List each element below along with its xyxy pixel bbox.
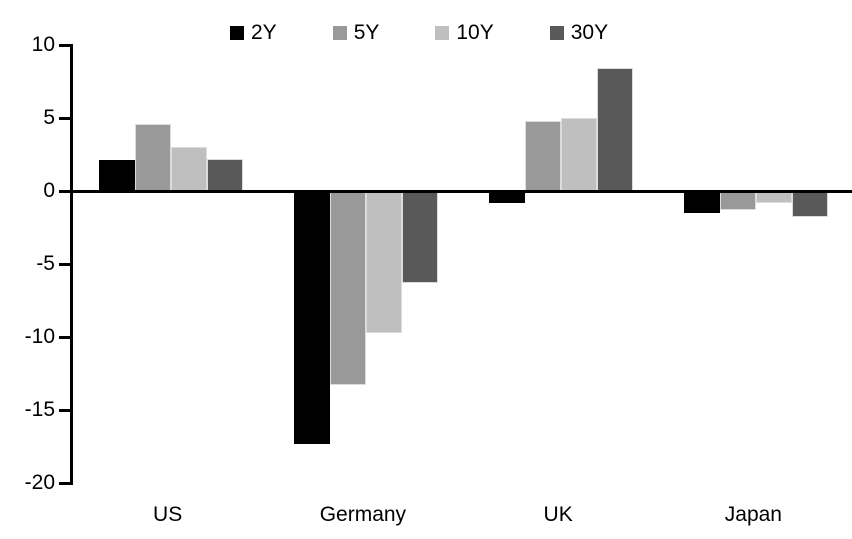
y-tick-label--20: -20 <box>24 471 55 494</box>
legend-label-10y: 10Y <box>456 21 494 44</box>
legend-swatch-30y <box>549 26 564 40</box>
y-tick-label--10: -10 <box>24 325 55 348</box>
bar-germany-5y <box>329 191 366 386</box>
bar-us-5y <box>134 123 171 191</box>
legend-swatch-5y <box>332 26 347 40</box>
bar-germany-2y <box>293 191 330 444</box>
y-tick-mark-5 <box>59 116 73 120</box>
bar-uk-30y <box>597 68 634 191</box>
bar-germany-10y <box>365 191 402 333</box>
x-category-label-japan: Japan <box>724 503 782 526</box>
legend-label-5y: 5Y <box>353 21 380 44</box>
plot-area: 10 5 0 -5 -10 -15 -20 <box>25 33 852 494</box>
x-category-label-germany: Germany <box>319 503 407 526</box>
x-category-label-uk: UK <box>543 503 573 526</box>
x-axis-category-labels: US Germany UK Japan <box>70 501 851 529</box>
legend-label-2y: 2Y <box>251 21 277 44</box>
y-tick-label-5: 5 <box>43 106 55 129</box>
y-tick-mark--20 <box>59 481 73 485</box>
y-tick-label--5: -5 <box>36 252 55 275</box>
chart-legend: 2Y 5Y 10Y 30Y <box>230 19 608 47</box>
y-tick-mark-0 <box>59 189 73 193</box>
bar-us-30y <box>206 158 243 191</box>
bar-us-2y <box>98 160 135 191</box>
bar-uk-2y <box>489 191 526 203</box>
legend-label-30y: 30Y <box>570 21 609 44</box>
bar-germany-30y <box>401 191 438 283</box>
bar-japan-10y <box>756 191 793 203</box>
bar-uk-10y <box>561 118 598 191</box>
legend-item-10y: 10Y <box>435 19 494 47</box>
legend-item-2y: 2Y <box>230 19 277 47</box>
y-tick-label-10: 10 <box>31 33 55 56</box>
zero-axis-line <box>73 189 852 193</box>
y-tick-mark--10 <box>59 335 73 339</box>
y-tick-mark--15 <box>59 408 73 412</box>
legend-swatch-10y <box>435 26 450 40</box>
bar-japan-2y <box>684 191 721 213</box>
legend-item-5y: 5Y <box>332 19 380 47</box>
x-category-label-us: US <box>153 503 183 526</box>
bar-uk-5y <box>525 120 562 191</box>
y-tick-label-0: 0 <box>43 179 55 202</box>
legend-item-30y: 30Y <box>549 19 609 47</box>
y-tick-mark--5 <box>59 262 73 266</box>
bar-japan-5y <box>720 191 757 210</box>
legend-swatch-2y <box>230 26 244 40</box>
y-tick-label--15: -15 <box>24 398 55 421</box>
y-tick-mark-10 <box>59 43 73 47</box>
bar-japan-30y <box>792 191 829 218</box>
bar-us-10y <box>170 147 207 191</box>
